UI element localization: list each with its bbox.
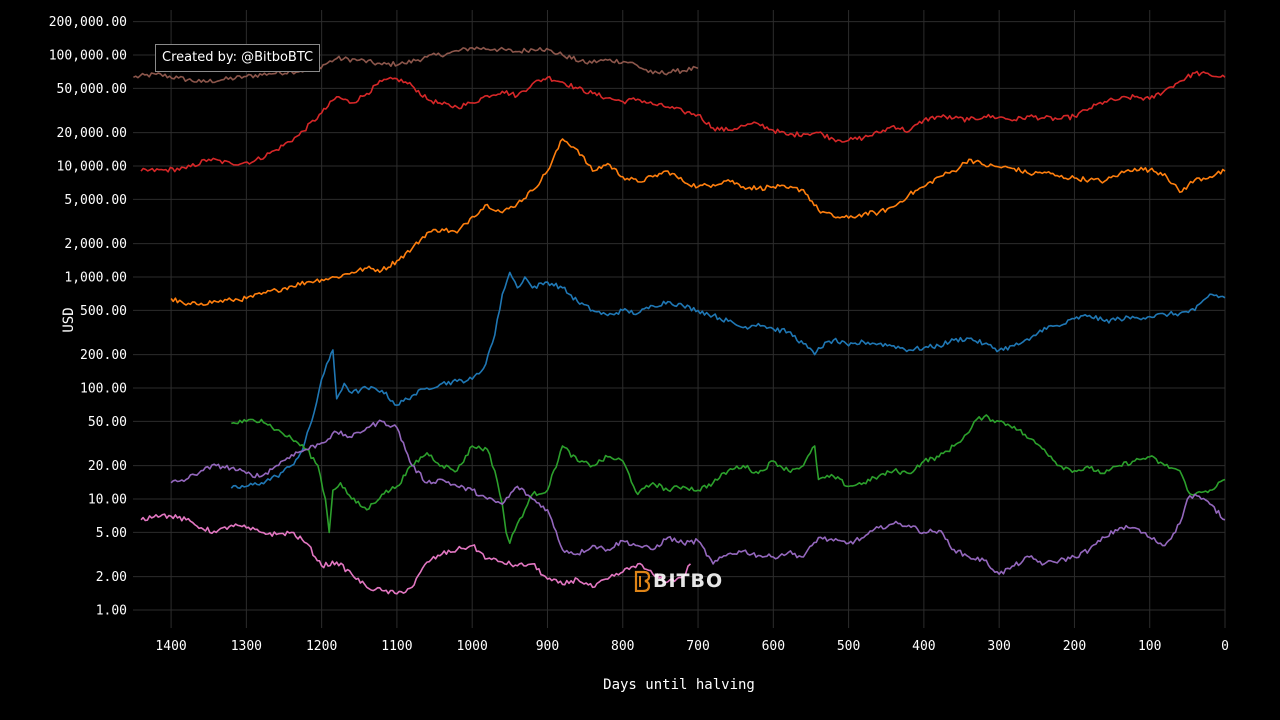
x-tick-label: 600 [762, 639, 785, 654]
y-tick-label: 200,000.00 [49, 15, 127, 30]
x-tick-label: 1100 [381, 639, 412, 654]
y-tick-label: 50.00 [88, 415, 127, 430]
y-tick-label: 20.00 [88, 459, 127, 474]
y-tick-label: 10,000.00 [57, 160, 127, 175]
y-tick-label: 10.00 [88, 493, 127, 508]
bitbo-watermark: BITBO [632, 568, 723, 594]
y-tick-label: 200.00 [80, 348, 127, 363]
x-tick-label: 1300 [231, 639, 262, 654]
horizontal-gridlines [133, 21, 1225, 611]
series-line-4 [230, 271, 1226, 490]
y-tick-label: 500.00 [80, 304, 127, 319]
y-axis-title: USD [61, 307, 77, 332]
x-tick-label: 1000 [457, 639, 488, 654]
y-axis-tick-labels: 1.00 2.00 5.00 10.00 20.00 50.00 100.00 200.00 5… [49, 15, 127, 618]
y-tick-label: 1.00 [96, 604, 127, 619]
y-tick-label: 20,000.00 [57, 126, 127, 141]
x-tick-label: 400 [912, 639, 935, 654]
x-tick-label: 300 [987, 639, 1010, 654]
series-line-1 [133, 46, 699, 84]
series-line-2 [140, 70, 1226, 173]
series-line-7 [140, 513, 692, 595]
bitbo-logo-icon [634, 570, 650, 592]
x-axis-title: Days until halving [603, 677, 755, 693]
series-line-6 [170, 419, 1226, 576]
watermark-text: BITBO [653, 570, 724, 592]
x-tick-label: 200 [1063, 639, 1086, 654]
x-tick-label: 100 [1138, 639, 1161, 654]
x-tick-label: 700 [686, 639, 709, 654]
credit-label: Created by: @BitboBTC [155, 44, 321, 72]
series-lines [133, 46, 1226, 595]
y-tick-label: 2.00 [96, 570, 127, 585]
y-tick-label: 100.00 [80, 382, 127, 397]
x-tick-label: 0 [1221, 639, 1229, 654]
x-tick-label: 800 [611, 639, 634, 654]
y-tick-label: 2,000.00 [64, 237, 127, 252]
series-line-5 [231, 414, 1226, 545]
x-tick-label: 1200 [306, 639, 337, 654]
x-tick-label: 500 [837, 639, 860, 654]
series-line-3 [170, 138, 1226, 306]
y-tick-label: 5,000.00 [64, 193, 127, 208]
y-tick-label: 1,000.00 [64, 271, 127, 286]
y-tick-label: 50,000.00 [57, 82, 127, 97]
x-axis-tick-labels: 1400 1300 1200 1100 1000 900 800 700 600 500 400 30… [155, 639, 1228, 654]
x-tick-label: 900 [536, 639, 559, 654]
y-tick-label: 5.00 [96, 526, 127, 541]
x-tick-label: 1400 [155, 639, 186, 654]
y-tick-label: 100,000.00 [49, 49, 127, 64]
